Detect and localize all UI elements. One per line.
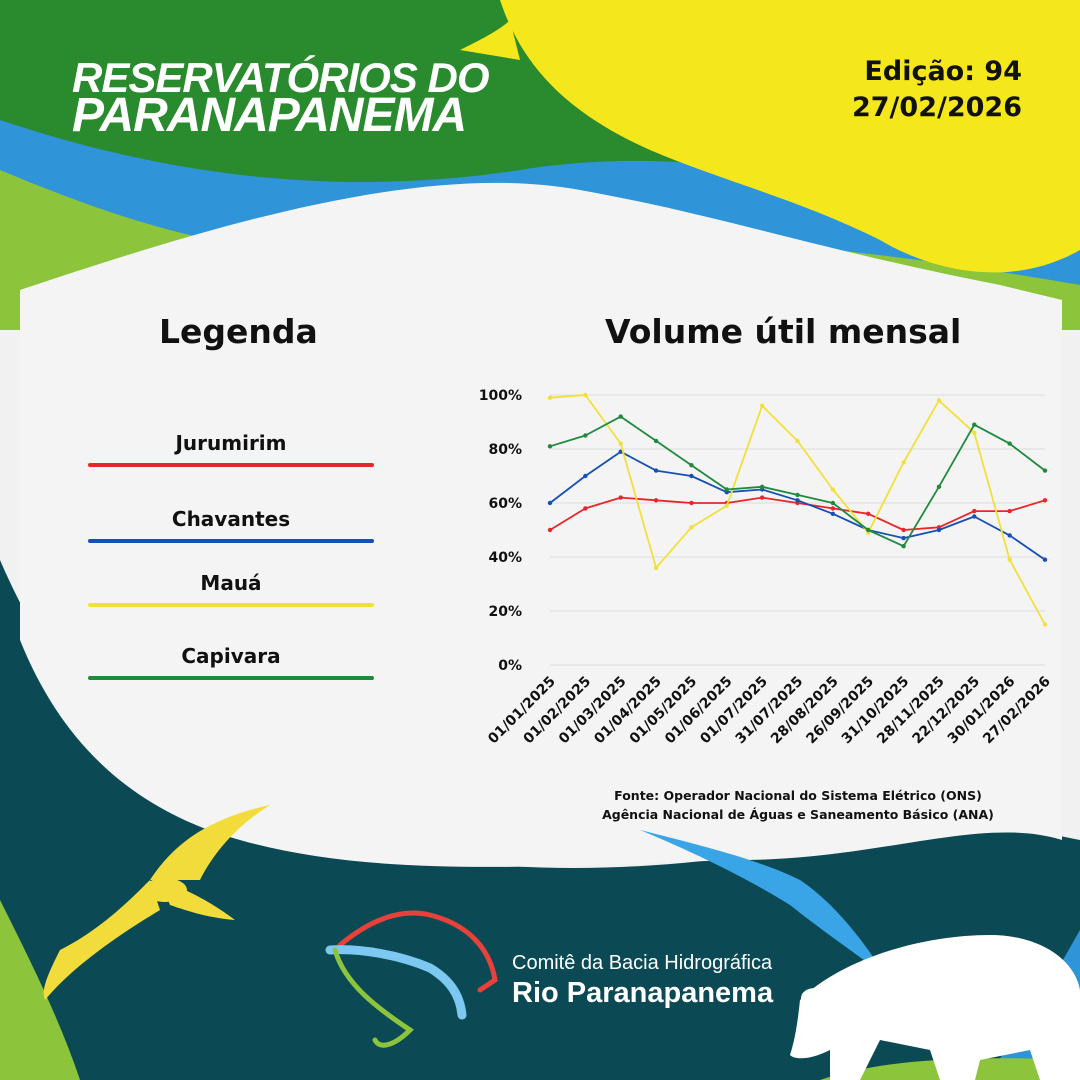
data-point — [583, 473, 588, 479]
data-point — [583, 392, 588, 398]
data-point — [830, 511, 836, 516]
data-point — [1007, 508, 1012, 514]
legend-swatch — [88, 463, 374, 467]
data-point — [1042, 468, 1048, 473]
legend-label: Mauá — [200, 571, 262, 595]
data-point — [901, 527, 906, 533]
data-point — [547, 500, 553, 506]
data-point — [901, 535, 906, 541]
data-point — [1042, 498, 1048, 503]
data-point — [936, 527, 942, 533]
data-point — [830, 500, 836, 506]
committee-line-2: Rio Paranapanema — [512, 977, 774, 1009]
data-point — [689, 500, 694, 506]
data-point — [583, 506, 588, 511]
title-line-1: RESERVATÓRIOS DO — [72, 54, 489, 101]
data-point — [972, 422, 977, 427]
legend-label: Capivara — [181, 644, 281, 668]
legend-item-capivara: Capivara — [88, 644, 374, 684]
source-note: Fonte: Operador Nacional do Sistema Elét… — [520, 786, 1076, 824]
data-point — [689, 463, 694, 468]
data-point — [830, 506, 836, 511]
capybara-icon — [790, 935, 1080, 1080]
data-point — [689, 473, 694, 479]
data-point — [936, 398, 942, 403]
data-point — [547, 444, 553, 449]
bird-icon — [640, 830, 885, 975]
data-point — [618, 495, 623, 500]
data-point — [1007, 441, 1012, 446]
data-point — [936, 484, 942, 489]
source-line-1: Fonte: Operador Nacional do Sistema Elét… — [614, 788, 982, 803]
data-point — [547, 527, 553, 533]
bird-icon — [43, 805, 270, 1000]
edition-block: Edição: 94 27/02/2026 — [852, 54, 1022, 126]
data-point — [653, 468, 659, 473]
data-point — [583, 433, 588, 438]
data-point — [972, 508, 977, 514]
edition-number: Edição: 94 — [864, 56, 1022, 87]
legend-item-jurumirim: Jurumirim — [88, 431, 374, 471]
basin-logo-icon — [325, 910, 498, 1048]
y-tick-label: 60% — [488, 496, 522, 512]
legend-swatch — [88, 539, 374, 543]
y-tick-label: 40% — [488, 550, 522, 566]
data-point — [795, 438, 800, 444]
data-point — [830, 487, 836, 492]
data-point — [759, 495, 765, 500]
y-tick-label: 0% — [498, 658, 522, 674]
data-point — [795, 498, 800, 503]
y-tick-label: 80% — [488, 442, 522, 458]
data-point — [653, 498, 659, 503]
legend-item-chavantes: Chavantes — [88, 507, 374, 547]
legend-item-maua: Mauá — [88, 571, 374, 611]
data-point — [972, 430, 977, 435]
data-point — [759, 484, 765, 489]
source-line-2: Agência Nacional de Águas e Saneamento B… — [602, 807, 994, 822]
data-point — [1042, 622, 1048, 627]
data-point — [901, 544, 906, 549]
edition-date: 27/02/2026 — [851, 92, 1022, 123]
committee-line-1: Comitê da Bacia Hidrográfica — [512, 952, 773, 974]
legend-swatch — [88, 676, 374, 680]
chart-title: Volume útil mensal — [605, 312, 962, 351]
legend-label: Jurumirim — [175, 431, 287, 455]
data-point — [1042, 557, 1048, 562]
data-point — [547, 395, 553, 400]
data-point — [618, 441, 623, 446]
data-point — [724, 503, 729, 508]
data-point — [653, 438, 659, 444]
data-point — [972, 514, 977, 519]
title-line-2: PARANAPANEMA — [72, 89, 467, 142]
series-line — [549, 450, 1046, 561]
legend-swatch — [88, 603, 374, 607]
data-point — [866, 527, 871, 533]
legend-title: Legenda — [159, 312, 318, 351]
series-line — [549, 415, 1046, 548]
data-point — [901, 460, 906, 465]
data-point — [759, 403, 765, 408]
committee-name: Comitê da Bacia Hidrográfica Rio Paranap… — [512, 952, 773, 1010]
y-tick-label: 20% — [488, 604, 522, 620]
data-point — [689, 525, 694, 530]
y-tick-label: 100% — [479, 388, 522, 404]
data-point — [1007, 557, 1012, 562]
data-point — [724, 487, 729, 492]
legend-label: Chavantes — [171, 507, 291, 531]
data-point — [795, 492, 800, 498]
data-point — [618, 414, 623, 419]
data-point — [1007, 533, 1012, 538]
data-point — [653, 565, 659, 570]
data-point — [866, 511, 871, 516]
